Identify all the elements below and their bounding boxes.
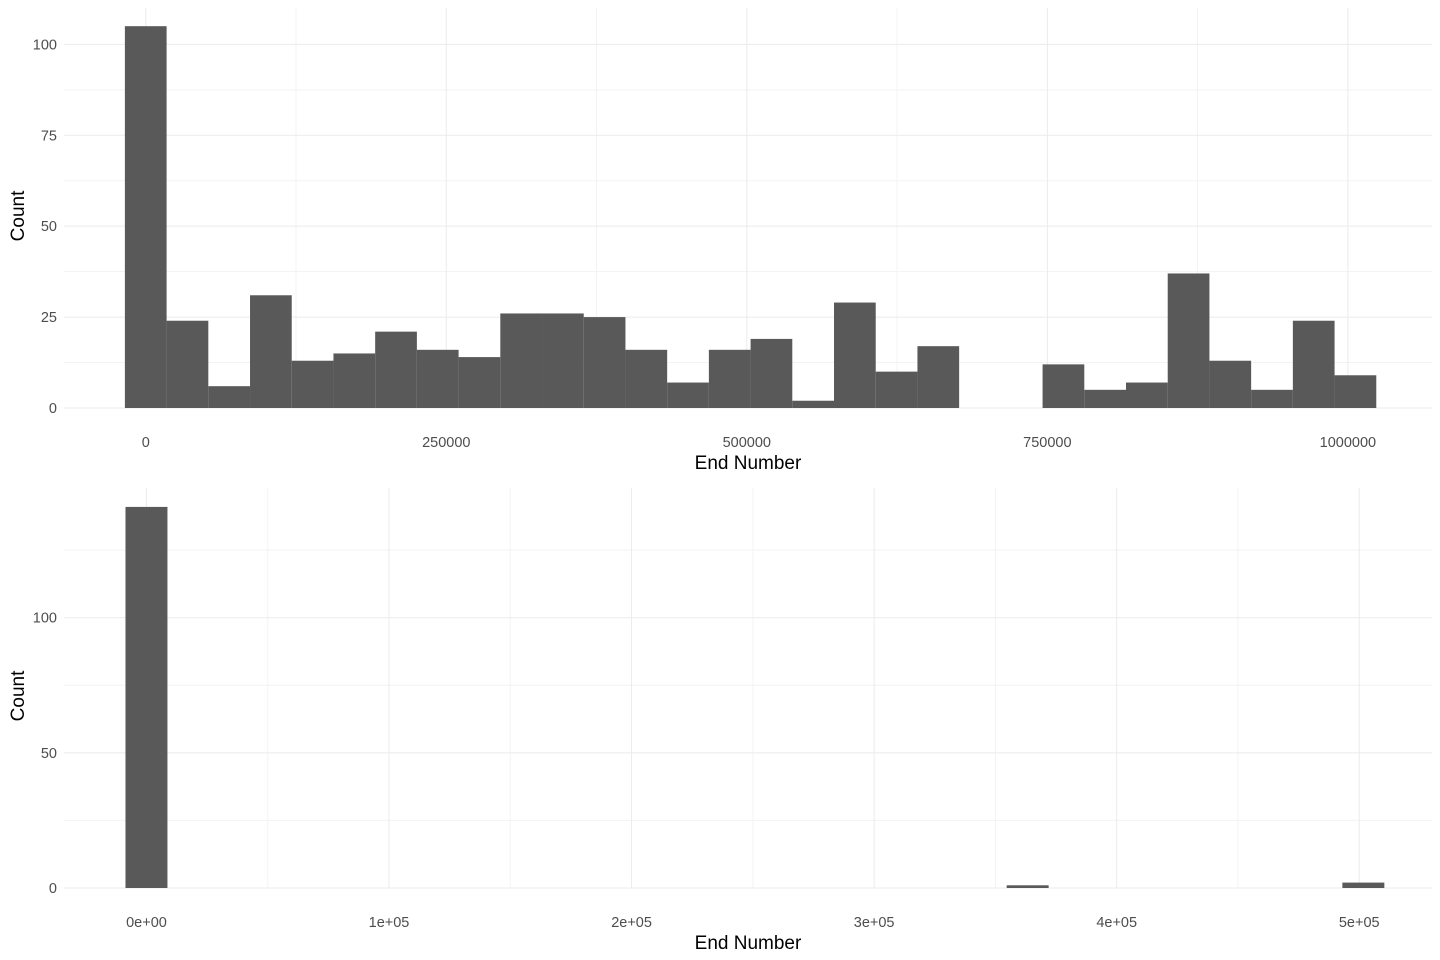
x-axis-ticks: 0 250000 500000 750000 1000000 <box>142 435 1376 451</box>
histogram-bar <box>125 506 168 888</box>
histogram-bar <box>458 357 501 408</box>
histogram-bar <box>583 317 626 408</box>
histogram-bar <box>834 302 876 408</box>
x-tick-label: 0e+00 <box>126 915 167 931</box>
y-tick-label: 100 <box>33 611 57 627</box>
y-tick-label: 75 <box>41 128 57 144</box>
y-axis-title: Count <box>8 190 29 241</box>
histogram-bar <box>667 382 709 408</box>
histogram-bar <box>1342 882 1385 888</box>
y-axis-ticks: 0 25 50 75 100 <box>33 37 57 417</box>
histogram-bar <box>208 386 251 408</box>
y-tick-label: 100 <box>33 37 57 53</box>
x-axis-ticks: 0e+00 1e+05 2e+05 3e+05 4e+05 5e+05 <box>126 915 1380 931</box>
y-axis-ticks: 0 50 100 <box>33 611 57 897</box>
histogram-bar <box>1084 389 1127 408</box>
histogram-bar <box>1251 389 1293 408</box>
histogram-bar <box>124 26 167 408</box>
x-axis-title: End Number <box>695 453 802 474</box>
histogram-bar <box>708 349 751 408</box>
histogram-bar <box>875 371 918 408</box>
histogram-bars <box>124 26 1377 408</box>
x-tick-label: 250000 <box>422 435 470 451</box>
histogram-bar <box>500 313 543 408</box>
y-tick-label: 0 <box>49 401 57 417</box>
histogram-bar <box>792 400 835 408</box>
histogram-bar <box>542 313 584 408</box>
histogram-bar <box>250 295 292 408</box>
y-tick-label: 0 <box>49 881 57 897</box>
x-tick-label: 5e+05 <box>1339 915 1380 931</box>
histogram-bar <box>166 320 209 408</box>
histogram-bar <box>375 331 417 408</box>
x-tick-label: 500000 <box>723 435 771 451</box>
histogram-panel-top: 0 250000 500000 750000 1000000 0 25 50 75 100 En… <box>8 8 1432 474</box>
histogram-bar <box>333 353 376 408</box>
y-tick-label: 50 <box>41 219 57 235</box>
histogram-bars <box>125 506 1385 888</box>
y-axis-title: Count <box>8 670 29 721</box>
histogram-bar <box>625 349 668 408</box>
x-tick-label: 2e+05 <box>611 915 652 931</box>
histogram-bar <box>1167 273 1210 408</box>
histogram-bar <box>291 360 334 408</box>
histogram-bar <box>1209 360 1252 408</box>
histogram-bar <box>750 338 793 408</box>
histogram-bar <box>1334 375 1377 408</box>
x-axis-title: End Number <box>695 933 802 954</box>
histogram-bar <box>416 349 459 408</box>
x-tick-label: 0 <box>142 435 150 451</box>
x-tick-label: 4e+05 <box>1096 915 1137 931</box>
x-tick-label: 750000 <box>1023 435 1071 451</box>
x-tick-label: 3e+05 <box>854 915 895 931</box>
histogram-bar <box>1292 320 1335 408</box>
histogram-panel-bottom: 0e+00 1e+05 2e+05 3e+05 4e+05 5e+05 0 50 100 En… <box>8 488 1432 954</box>
y-tick-label: 25 <box>41 310 57 326</box>
histogram-bar <box>1126 382 1168 408</box>
panel-grid <box>64 488 1432 889</box>
histogram-bar <box>1042 364 1085 408</box>
x-tick-label: 1e+05 <box>369 915 410 931</box>
histogram-bar <box>1006 885 1049 888</box>
x-tick-label: 1000000 <box>1320 435 1376 451</box>
histogram-bar <box>917 346 960 408</box>
y-tick-label: 50 <box>41 746 57 762</box>
